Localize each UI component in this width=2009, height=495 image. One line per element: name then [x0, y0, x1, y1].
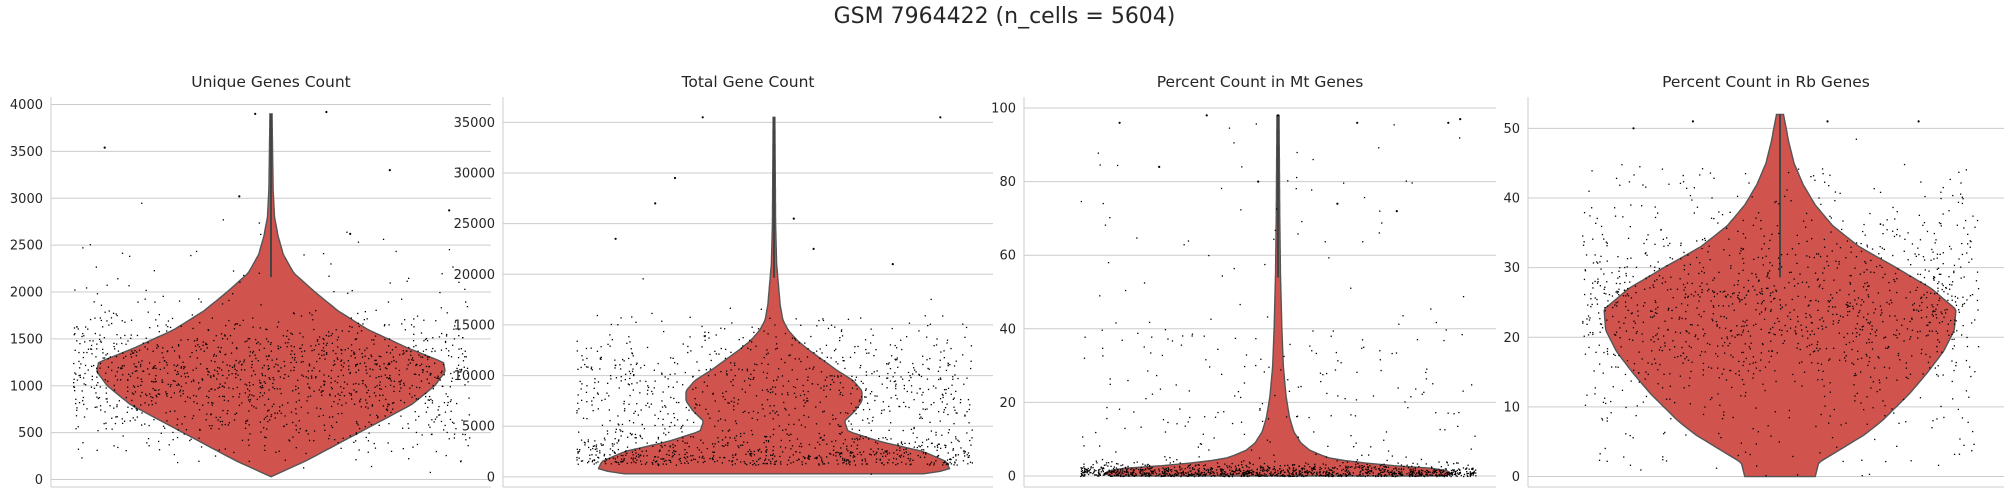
violin-panel-3: 0 20 40 60 80 100 Percent Count in Mt Genes — [991, 73, 1496, 488]
outlier-point — [939, 116, 942, 119]
panel-title: Total Gene Count — [681, 73, 815, 91]
y-tick-label: 2000 — [10, 286, 43, 301]
outlier-point — [812, 247, 815, 250]
outlier-point — [238, 195, 241, 198]
y-tick-label: 50 — [1503, 122, 1520, 137]
outlier-point — [1257, 180, 1260, 183]
y-tick-label: 25000 — [454, 217, 495, 232]
y-tick-label: 20 — [999, 396, 1016, 411]
outlier-point — [701, 116, 704, 119]
y-tick-label: 20 — [1503, 331, 1520, 346]
outlier-point — [891, 263, 894, 266]
outlier-point — [1276, 114, 1280, 117]
y-tick-label: 35000 — [454, 116, 495, 131]
outlier-point — [1447, 121, 1450, 124]
outlier-point — [654, 202, 657, 205]
y-tick-label: 1500 — [10, 332, 43, 347]
outlier-point — [1356, 121, 1359, 124]
outlier-point — [1336, 202, 1339, 205]
y-tick-label: 3000 — [10, 192, 43, 207]
y-tick-label: 80 — [999, 175, 1016, 190]
outlier-point — [673, 176, 677, 180]
y-tick-label: 40 — [999, 322, 1016, 337]
y-tick-label: 1000 — [10, 379, 43, 394]
outlier-point — [614, 237, 617, 240]
outlier-point — [1632, 127, 1635, 130]
outlier-point — [1691, 120, 1694, 123]
outlier-point — [1158, 165, 1161, 168]
panel-title: Unique Genes Count — [191, 73, 351, 91]
outlier-point — [254, 112, 257, 115]
violin-panel-4: 0 10 20 30 40 50 Percent Count in Rb Genes — [1503, 73, 2004, 488]
y-tick-label: 30000 — [454, 166, 495, 181]
y-tick-label: 0 — [35, 473, 43, 488]
y-tick-label: 40 — [1503, 191, 1520, 206]
y-tick-label: 30 — [1503, 261, 1520, 276]
outlier-point — [349, 232, 352, 235]
strip-points — [1080, 123, 1477, 478]
outlier-point — [325, 110, 328, 114]
y-tick-label: 15000 — [454, 318, 495, 333]
y-tick-label: 10 — [1503, 400, 1520, 415]
outlier-point — [792, 217, 795, 220]
outlier-point — [1205, 114, 1208, 117]
y-tick-label: 4000 — [10, 98, 43, 113]
strip-points — [73, 167, 471, 474]
outlier-point — [1459, 118, 1462, 121]
y-tick-label: 0 — [487, 470, 495, 485]
y-tick-label: 60 — [999, 249, 1016, 264]
outlier-point — [103, 146, 106, 149]
outlier-point — [388, 169, 391, 172]
outlier-point — [1118, 121, 1121, 124]
violin-panel-2: 0 5000 10000 15000 20000 25000 30000 35000 Total… — [454, 73, 993, 488]
panel-title: Percent Count in Rb Genes — [1662, 73, 1870, 91]
y-tick-label: 0 — [1008, 469, 1016, 484]
y-tick-label: 5000 — [462, 420, 495, 435]
y-tick-label: 2500 — [10, 239, 43, 254]
outlier-point — [448, 209, 451, 212]
y-tick-label: 100 — [991, 102, 1016, 117]
violin-body — [1603, 113, 1957, 478]
strip-points — [1582, 138, 1980, 477]
y-tick-label: 0 — [1512, 470, 1520, 485]
y-tick-label: 10000 — [454, 369, 495, 384]
outlier-point — [1395, 210, 1398, 213]
outlier-point — [1917, 120, 1920, 123]
panel-title: Percent Count in Mt Genes — [1157, 73, 1364, 91]
strip-points — [576, 278, 973, 475]
figure-suptitle: GSM 7964422 (n_cells = 5604) — [833, 4, 1176, 29]
violin-panel-1: 0 500 1000 1500 2000 2500 3000 3500 4000 Unique G… — [10, 73, 491, 488]
y-tick-label: 3500 — [10, 145, 43, 160]
outlier-point — [1826, 120, 1829, 123]
y-tick-label: 500 — [18, 426, 43, 441]
y-tick-label: 20000 — [454, 268, 495, 283]
